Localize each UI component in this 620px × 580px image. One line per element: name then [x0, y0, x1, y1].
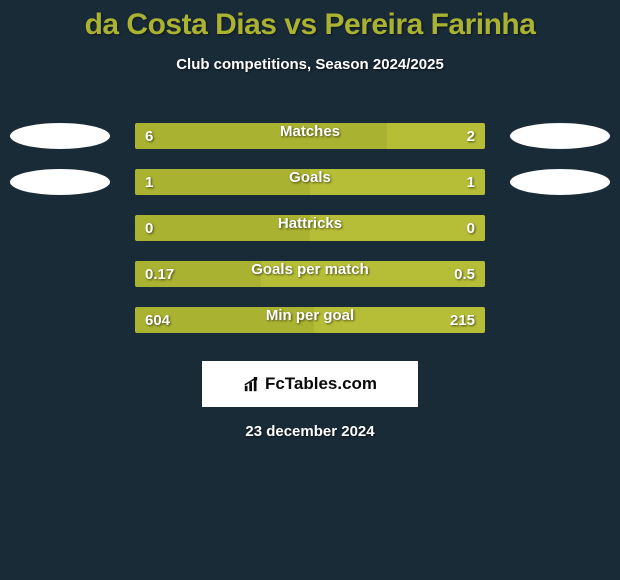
logo-text: FcTables.com	[265, 374, 377, 394]
player-right-oval	[510, 169, 610, 195]
stat-bar: 62Matches	[135, 123, 485, 149]
logo-box: FcTables.com	[202, 361, 418, 407]
stat-left-value: 0	[145, 220, 153, 237]
bar-left-segment: 0.17	[135, 261, 261, 287]
subtitle: Club competitions, Season 2024/2025	[0, 56, 620, 73]
bar-right-segment: 215	[314, 307, 486, 333]
bar-right-segment: 1	[310, 169, 485, 195]
player-right-oval	[510, 123, 610, 149]
bar-right-segment: 2	[387, 123, 485, 149]
stat-right-value: 215	[450, 312, 475, 329]
bar-left-segment: 1	[135, 169, 310, 195]
date-line: 23 december 2024	[0, 423, 620, 440]
bar-right-segment: 0	[310, 215, 485, 241]
stat-right-value: 2	[467, 128, 475, 145]
logo: FcTables.com	[243, 374, 377, 394]
stat-left-value: 6	[145, 128, 153, 145]
comparison-infographic: da Costa Dias vs Pereira Farinha Club co…	[0, 0, 620, 440]
bar-left-segment: 604	[135, 307, 314, 333]
stat-left-value: 1	[145, 174, 153, 191]
stat-row: 11Goals	[0, 159, 620, 205]
bar-left-segment: 6	[135, 123, 387, 149]
player-left-oval	[10, 169, 110, 195]
stat-row: 00Hattricks	[0, 205, 620, 251]
stat-right-value: 0.5	[454, 266, 475, 283]
stat-bar: 604215Min per goal	[135, 307, 485, 333]
stat-left-value: 604	[145, 312, 170, 329]
stat-left-value: 0.17	[145, 266, 174, 283]
stat-row: 604215Min per goal	[0, 297, 620, 343]
stat-row: 0.170.5Goals per match	[0, 251, 620, 297]
stats-list: 62Matches11Goals00Hattricks0.170.5Goals …	[0, 113, 620, 343]
page-title: da Costa Dias vs Pereira Farinha	[0, 8, 620, 42]
stat-row: 62Matches	[0, 113, 620, 159]
stat-bar: 11Goals	[135, 169, 485, 195]
player-left-oval	[10, 123, 110, 149]
stat-right-value: 0	[467, 220, 475, 237]
stat-right-value: 1	[467, 174, 475, 191]
bar-chart-icon	[243, 375, 261, 393]
stat-bar: 00Hattricks	[135, 215, 485, 241]
stat-bar: 0.170.5Goals per match	[135, 261, 485, 287]
bar-right-segment: 0.5	[261, 261, 485, 287]
bar-left-segment: 0	[135, 215, 310, 241]
